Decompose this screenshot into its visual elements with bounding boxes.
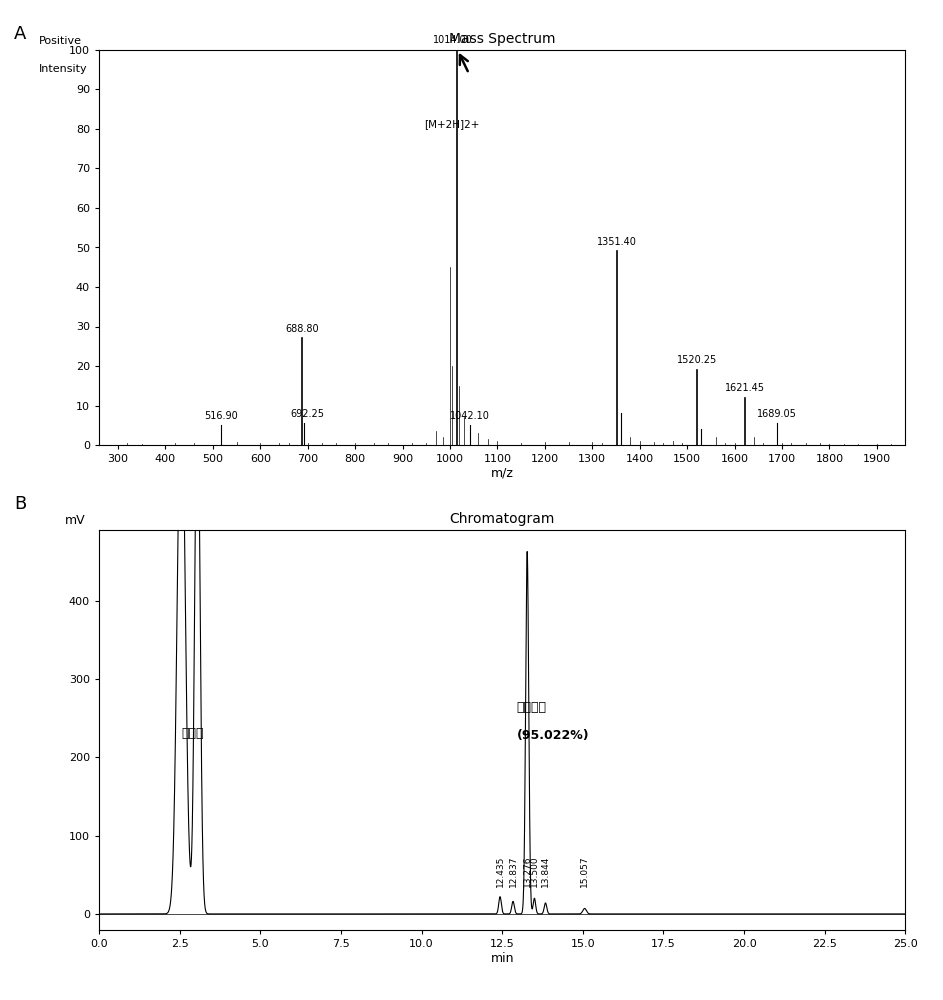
Text: [M+2H]2+: [M+2H]2+ (423, 119, 479, 129)
Text: (95.022%): (95.022%) (517, 714, 589, 742)
Text: 688.80: 688.80 (286, 324, 319, 334)
Text: 15.057: 15.057 (580, 855, 589, 887)
Text: mV: mV (65, 514, 86, 527)
Text: 13.500: 13.500 (530, 855, 538, 887)
Text: 溶剂峰: 溶剂峰 (181, 727, 204, 740)
Text: 1689.05: 1689.05 (757, 409, 797, 419)
Text: A: A (14, 25, 26, 43)
X-axis label: min: min (490, 952, 514, 965)
Text: 多肽主峰: 多肽主峰 (517, 701, 547, 714)
Text: Intensity: Intensity (39, 64, 87, 74)
Text: Positive: Positive (39, 36, 81, 46)
Title: Chromatogram: Chromatogram (450, 512, 554, 526)
Text: 1520.25: 1520.25 (676, 355, 717, 365)
Text: 12.435: 12.435 (496, 855, 505, 887)
X-axis label: m/z: m/z (490, 467, 514, 480)
Text: 516.90: 516.90 (204, 411, 238, 421)
Text: 1042.10: 1042.10 (450, 411, 489, 421)
Text: 13.276: 13.276 (522, 855, 532, 887)
Text: 1014.00: 1014.00 (433, 35, 472, 45)
Title: Mass Spectrum: Mass Spectrum (449, 32, 555, 46)
Text: 1621.45: 1621.45 (725, 383, 765, 393)
Text: 692.25: 692.25 (290, 409, 324, 419)
Text: B: B (14, 495, 26, 513)
Text: 13.844: 13.844 (541, 855, 550, 887)
Text: 1351.40: 1351.40 (597, 237, 637, 247)
Text: 12.837: 12.837 (508, 855, 518, 887)
